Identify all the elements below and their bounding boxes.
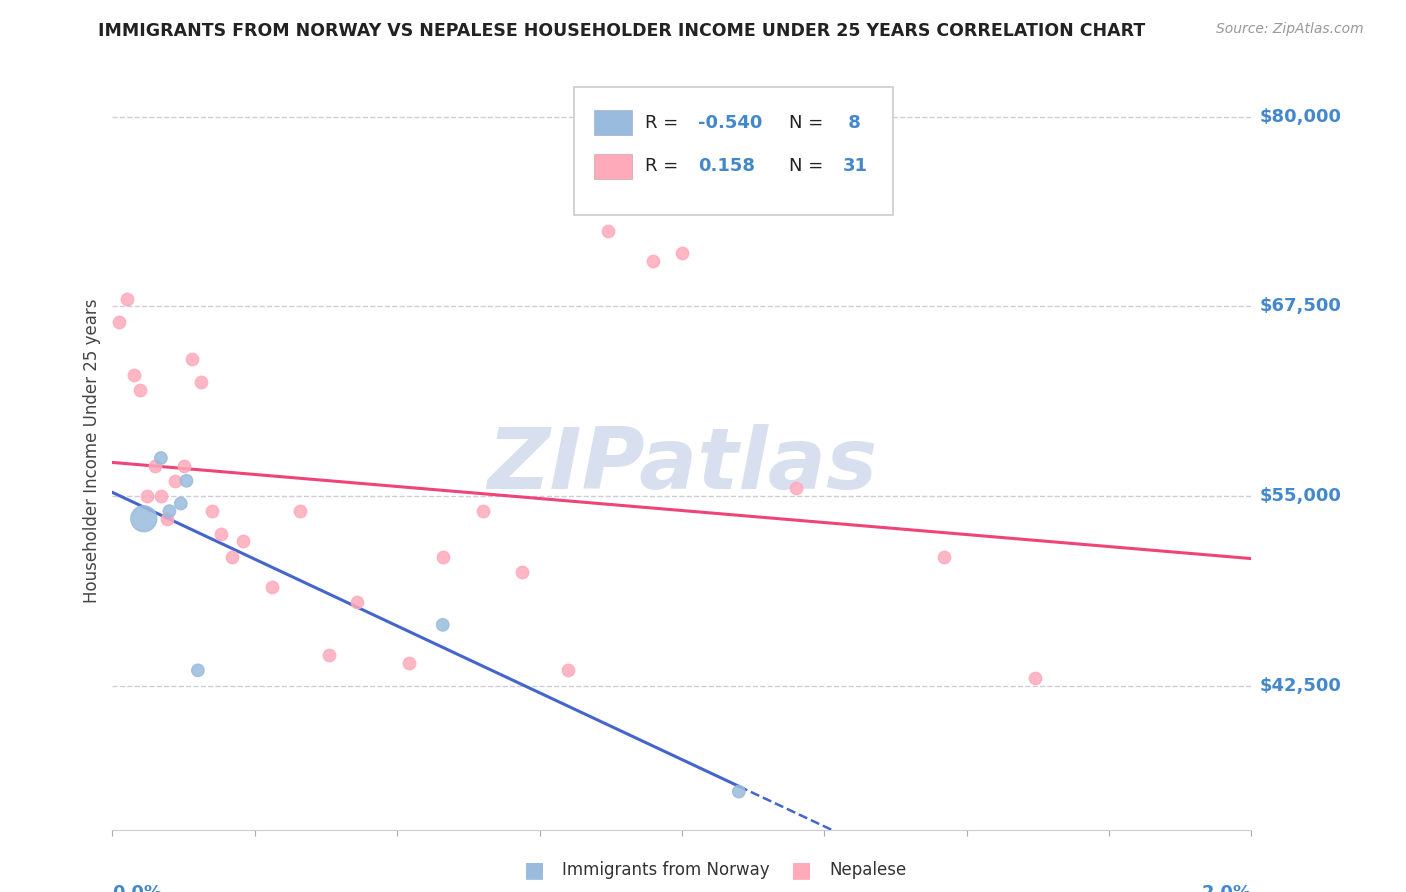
Text: ■: ■ (792, 860, 811, 880)
Text: Source: ZipAtlas.com: Source: ZipAtlas.com (1216, 22, 1364, 37)
Text: -0.540: -0.540 (697, 114, 762, 132)
Point (932, 549, 955, 564)
Text: $80,000: $80,000 (1260, 108, 1341, 126)
Point (232, 534, 254, 549)
Text: $67,500: $67,500 (1260, 297, 1341, 316)
Point (159, 504, 180, 518)
Text: ■: ■ (524, 860, 544, 880)
Point (471, 504, 494, 518)
Point (671, 246, 693, 260)
Point (155, 511, 177, 525)
Point (108, 314, 131, 328)
Text: N =: N = (789, 114, 830, 132)
Point (318, 648, 340, 662)
Point (209, 526, 232, 541)
Point (201, 504, 224, 518)
Point (173, 458, 195, 473)
Text: $55,000: $55,000 (1260, 487, 1341, 505)
Text: 2.0%: 2.0% (1201, 884, 1251, 892)
Point (432, 549, 454, 564)
Point (115, 292, 138, 306)
Text: 31: 31 (842, 157, 868, 175)
Text: N =: N = (789, 157, 830, 175)
Point (149, 489, 172, 503)
Text: 0.0%: 0.0% (112, 884, 163, 892)
Point (170, 496, 193, 510)
Text: IMMIGRANTS FROM NORWAY VS NEPALESE HOUSEHOLDER INCOME UNDER 25 YEARS CORRELATION: IMMIGRANTS FROM NORWAY VS NEPALESE HOUSE… (98, 22, 1146, 40)
Point (128, 383, 150, 397)
FancyBboxPatch shape (595, 153, 631, 178)
Text: $42,500: $42,500 (1260, 676, 1341, 695)
Point (165, 474, 187, 488)
Point (643, 253, 665, 268)
Text: 8: 8 (842, 114, 862, 132)
Point (557, 664, 579, 678)
Point (122, 368, 145, 382)
Point (190, 375, 212, 389)
Text: R =: R = (645, 157, 685, 175)
Point (143, 458, 166, 473)
Point (1024, 671, 1046, 685)
Point (290, 504, 312, 518)
Point (432, 617, 454, 632)
FancyBboxPatch shape (574, 87, 893, 216)
Point (398, 656, 420, 670)
Point (181, 352, 204, 367)
Point (512, 565, 534, 579)
Text: ZIPatlas: ZIPatlas (486, 424, 877, 508)
Text: Immigrants from Norway: Immigrants from Norway (562, 861, 770, 879)
Text: 0.158: 0.158 (697, 157, 755, 175)
Point (149, 450, 172, 465)
Y-axis label: Householder Income Under 25 years: Householder Income Under 25 years (83, 298, 101, 603)
Point (187, 664, 209, 678)
Text: Nepalese: Nepalese (830, 861, 907, 879)
Point (596, 223, 619, 237)
FancyBboxPatch shape (595, 111, 631, 136)
Point (135, 489, 157, 503)
Point (346, 595, 368, 609)
Point (260, 580, 283, 594)
Point (785, 482, 807, 496)
Point (176, 474, 198, 488)
Point (132, 511, 155, 525)
Text: R =: R = (645, 114, 685, 132)
Point (728, 785, 751, 799)
Point (221, 549, 243, 564)
